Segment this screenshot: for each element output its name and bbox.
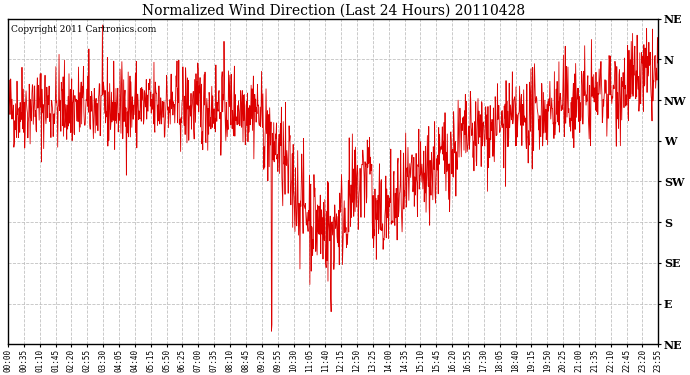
Text: Copyright 2011 Cartronics.com: Copyright 2011 Cartronics.com: [11, 25, 157, 34]
Title: Normalized Wind Direction (Last 24 Hours) 20110428: Normalized Wind Direction (Last 24 Hours…: [141, 3, 524, 18]
